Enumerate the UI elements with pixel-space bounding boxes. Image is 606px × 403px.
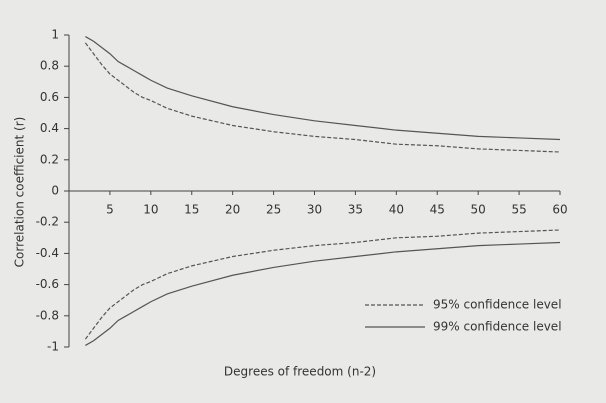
- y-tick-label: -0.6: [36, 277, 59, 291]
- y-tick-label: -1: [47, 340, 59, 354]
- x-tick-label: 50: [471, 203, 486, 217]
- y-tick-label: -0.4: [36, 246, 59, 260]
- y-tick-label: -0.2: [36, 215, 59, 229]
- x-tick-label: 60: [552, 203, 567, 217]
- y-tick-label: 0.8: [40, 59, 59, 73]
- x-tick-label: 10: [143, 203, 158, 217]
- data-line: [85, 241, 561, 346]
- y-tick-label: 0: [51, 184, 59, 198]
- legend-label: 99% confidence level: [433, 320, 562, 334]
- x-tick-label: 40: [389, 203, 404, 217]
- data-line: [84, 42, 561, 153]
- y-tick-label: -0.8: [36, 308, 59, 322]
- x-tick-label: 25: [266, 203, 281, 217]
- x-tick-label: 35: [348, 203, 363, 217]
- y-tick-label: 0.6: [40, 90, 59, 104]
- y-tick-label: 0.2: [40, 152, 59, 166]
- x-axis-label: Degrees of freedom (n-2): [224, 365, 376, 379]
- x-tick-label: 45: [430, 203, 445, 217]
- y-tick-label: 0.4: [40, 121, 59, 135]
- x-tick-label: 55: [511, 203, 526, 217]
- data-line: [84, 229, 561, 340]
- x-tick-label: 30: [307, 203, 322, 217]
- data-line: [85, 36, 561, 141]
- x-tick-label: 15: [184, 203, 199, 217]
- x-tick-label: 5: [106, 203, 114, 217]
- x-tick-label: 20: [225, 203, 240, 217]
- y-tick-label: 1: [51, 28, 59, 42]
- legend-label: 95% confidence level: [433, 298, 562, 312]
- y-axis-label: Correlation coefficient (r): [13, 117, 27, 268]
